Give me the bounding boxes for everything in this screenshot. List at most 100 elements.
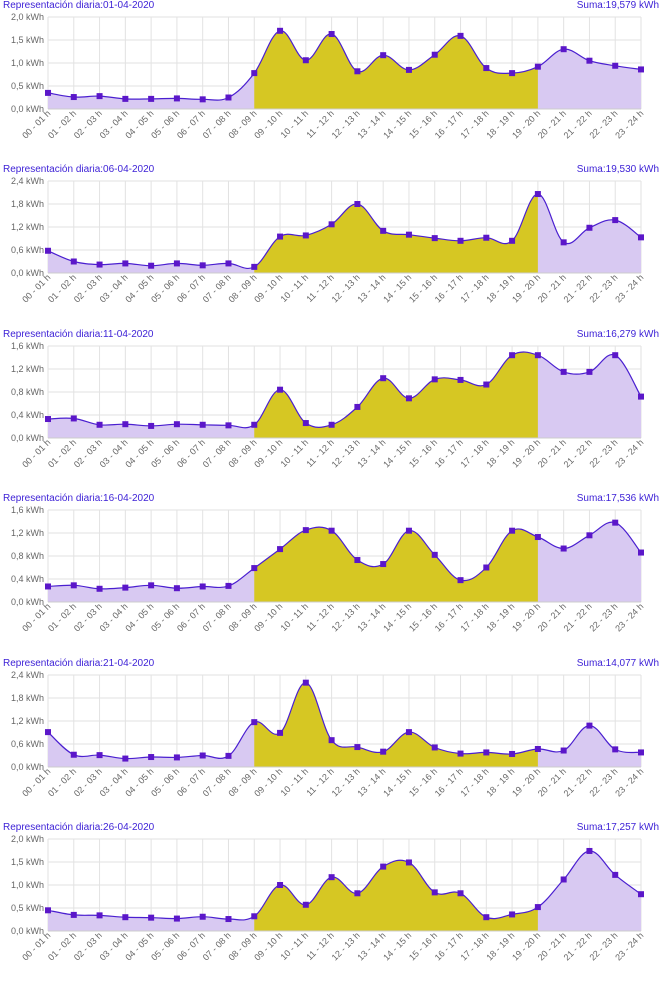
chart-total: Suma:17,257 kWh [576,822,659,833]
data-point [586,368,593,375]
chart-panel-2: Representación diaria:06-04-2020 Suma:19… [0,164,663,328]
chart-title: Representación diaria:16-04-2020 [3,493,155,504]
data-point [483,381,490,388]
data-point [122,914,129,921]
data-point [612,519,619,526]
y-tick-label: 0,6 kWh [11,245,44,255]
data-point [431,51,438,58]
data-point [277,729,284,736]
data-point [534,904,541,911]
y-tick-label: 1,0 kWh [11,880,44,890]
y-tick-label: 1,8 kWh [11,693,44,703]
data-point [586,224,593,231]
y-tick-label: 1,2 kWh [11,222,44,232]
data-point [199,913,206,920]
data-point [148,914,155,921]
data-point [431,551,438,558]
y-tick-label: 0,5 kWh [11,903,44,913]
data-point [586,847,593,854]
chart-panel-6: Representación diaria:26-04-2020 Suma:17… [0,822,663,986]
data-point [122,584,129,591]
peak-area [254,193,538,273]
data-point [148,754,155,761]
x-tick-label: 23 - 24 h [613,930,645,962]
data-point [534,352,541,359]
data-point [534,745,541,752]
y-tick-label: 0,5 kWh [11,81,44,91]
data-point [483,65,490,72]
data-point [638,66,644,73]
data-point [586,57,593,64]
data-point [173,585,180,592]
data-point [354,201,361,207]
x-tick-label: 09 - 10 h [252,272,284,304]
chart-title: Representación diaria:21-04-2020 [3,658,155,669]
data-point [457,376,464,383]
data-point [638,749,644,756]
data-point [638,234,644,241]
y-tick-label: 0,0 kWh [11,268,44,278]
chart-panel-5: Representación diaria:21-04-2020 Suma:14… [0,658,663,822]
peak-area [254,30,538,109]
y-tick-label: 1,8 kWh [11,199,44,209]
data-point [302,679,309,686]
data-point [354,744,361,751]
data-point [457,32,464,39]
data-point [45,416,51,423]
data-point [199,421,206,428]
y-tick-label: 0,4 kWh [11,574,44,584]
data-point [277,386,284,393]
x-tick-label: 23 - 24 h [613,766,645,798]
data-point [96,421,103,428]
data-point [457,577,464,584]
data-point [457,750,464,757]
data-point [148,262,155,269]
data-point [173,754,180,761]
chart-title: Representación diaria:01-04-2020 [3,0,155,11]
y-tick-label: 1,5 kWh [11,35,44,45]
data-point [457,890,464,897]
data-point [354,68,361,75]
data-point [122,421,129,428]
data-point [277,27,284,34]
chart-total: Suma:14,077 kWh [576,658,659,669]
data-point [354,557,361,564]
data-point [251,421,258,428]
data-point [70,911,77,918]
data-point [96,585,103,592]
x-tick-label: 23 - 24 h [613,437,645,469]
data-point [277,546,284,553]
data-point [405,859,412,866]
data-point [405,231,412,238]
chart-total: Suma:19,579 kWh [576,0,659,11]
data-point [45,907,51,914]
data-point [380,863,387,870]
data-point [586,532,593,539]
data-point [45,247,51,254]
data-point [560,747,567,754]
data-point [431,889,438,896]
data-point [509,70,516,77]
data-point [302,420,309,427]
data-point [431,744,438,751]
data-point [225,582,232,589]
data-point [612,62,619,69]
data-point [251,263,258,270]
data-point [328,221,335,228]
y-tick-label: 0,4 kWh [11,410,44,420]
peak-area [254,682,538,767]
data-point [148,95,155,102]
x-tick-label: 23 - 24 h [613,272,645,304]
data-point [96,93,103,100]
data-point [70,582,77,589]
x-tick-label: 23 - 24 h [613,108,645,140]
data-point [560,46,567,53]
y-tick-label: 2,4 kWh [11,176,44,186]
data-point [70,258,77,265]
data-point [173,915,180,922]
